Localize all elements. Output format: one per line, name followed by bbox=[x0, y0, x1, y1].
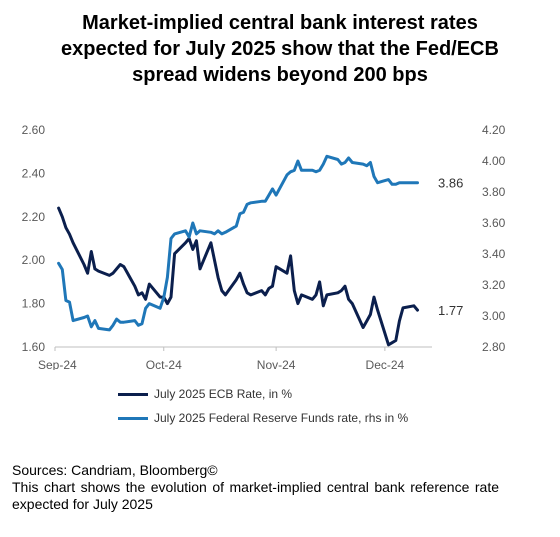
y-left-tick-label: 2.40 bbox=[22, 166, 46, 180]
end-label-fed: 3.86 bbox=[438, 176, 463, 191]
chart-title-line-1: Market-implied central bank interest rat… bbox=[82, 12, 478, 34]
chart-title: Market-implied central bank interest rat… bbox=[20, 10, 540, 88]
y-left-tick-label: 2.60 bbox=[22, 123, 46, 137]
y-left-tick-label: 1.80 bbox=[22, 297, 46, 311]
y-right-tick-label: 2.80 bbox=[482, 340, 506, 354]
legend-label-ecb: July 2025 ECB Rate, in % bbox=[154, 387, 293, 401]
x-tick-label: Dec-24 bbox=[366, 358, 405, 370]
legend: July 2025 ECB Rate, in % July 2025 Feder… bbox=[118, 382, 408, 430]
legend-swatch-ecb bbox=[118, 392, 148, 396]
sources-text: Sources: Candriam, Bloomberg© bbox=[12, 462, 218, 478]
chart-title-line-2: expected for July 2025 show that the Fed… bbox=[61, 38, 499, 60]
chart-footer: Sources: Candriam, Bloomberg© This chart… bbox=[12, 462, 499, 513]
series-line-fed bbox=[57, 154, 419, 332]
legend-swatch-fed bbox=[118, 416, 148, 420]
y-right-tick-label: 4.20 bbox=[482, 123, 506, 137]
y-left-tick-label: 2.00 bbox=[22, 253, 46, 267]
y-right-tick-label: 3.60 bbox=[482, 216, 506, 230]
y-right-tick-label: 3.00 bbox=[482, 309, 506, 323]
chart-note: This chart shows the evolution of market… bbox=[12, 479, 499, 512]
x-tick-label: Oct-24 bbox=[146, 358, 182, 370]
chart-title-line-3: spread widens beyond 200 bps bbox=[132, 64, 428, 86]
legend-item-ecb: July 2025 ECB Rate, in % bbox=[118, 382, 408, 406]
legend-item-fed: July 2025 Federal Reserve Funds rate, rh… bbox=[118, 406, 408, 430]
line-chart: 2.60 2.40 2.20 2.00 1.80 1.60 4.20 4.00 3.80 3.60… bbox=[22, 123, 506, 370]
y-left-tick-label: 1.60 bbox=[22, 340, 46, 354]
y-right-tick-label: 3.40 bbox=[482, 247, 506, 261]
legend-label-fed: July 2025 Federal Reserve Funds rate, rh… bbox=[154, 411, 409, 425]
x-tick-label: Nov-24 bbox=[257, 358, 296, 370]
series-line-ecb bbox=[57, 206, 419, 347]
y-right-tick-label: 3.80 bbox=[482, 185, 506, 199]
x-tick-label: Sep-24 bbox=[38, 358, 77, 370]
y-left-tick-label: 2.20 bbox=[22, 210, 46, 224]
end-label-ecb: 1.77 bbox=[438, 303, 463, 318]
y-right-tick-label: 3.20 bbox=[482, 278, 506, 292]
y-right-tick-label: 4.00 bbox=[482, 154, 506, 168]
